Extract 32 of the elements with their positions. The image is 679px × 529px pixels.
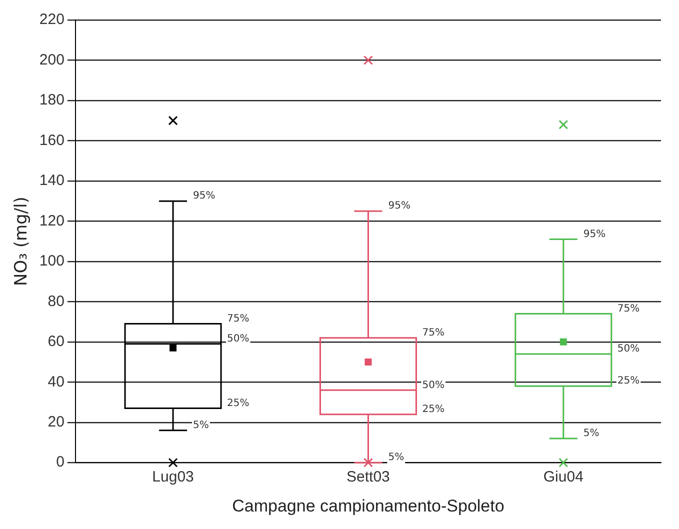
annotation: 75%: [227, 313, 250, 324]
x-tick-label: Lug03: [152, 468, 194, 486]
annotation: 75%: [422, 327, 444, 338]
annotation: 50%: [617, 344, 640, 355]
y-tick-label: 20: [48, 414, 64, 431]
x-tick-label: Giu04: [543, 468, 584, 486]
y-tick-label: 80: [48, 292, 64, 310]
y-tick-label: 120: [39, 212, 64, 230]
y-tick-label: 180: [39, 92, 64, 109]
y-axis-title: NO₃ (mg/l): [12, 196, 32, 286]
y-tick-label: 160: [39, 132, 64, 149]
annotation: 25%: [422, 404, 444, 415]
x-axis-title: Campagne campionamento-Spoleto: [232, 496, 504, 516]
y-tick-label: 40: [48, 373, 64, 390]
annotation: 50%: [227, 333, 250, 344]
annotation: 95%: [193, 190, 216, 202]
annotation: 25%: [617, 376, 640, 387]
y-tick-label: 100: [39, 252, 64, 270]
annotation: 95%: [388, 200, 410, 212]
annotation: 5%: [193, 420, 209, 432]
annotation: 5%: [388, 452, 404, 464]
x-tick-label: Sett03: [346, 468, 390, 486]
y-tick-label: 60: [48, 333, 64, 350]
y-tick-label: 200: [39, 51, 64, 68]
annotation: 95%: [583, 228, 606, 240]
y-tick-label: 140: [39, 172, 64, 190]
annotation: 25%: [227, 398, 250, 409]
y-tick-label: 220: [39, 11, 64, 28]
annotation: 75%: [617, 303, 640, 314]
annotation: 50%: [422, 380, 444, 391]
y-tick-label: 0: [56, 454, 64, 471]
annotation: 5%: [583, 428, 600, 440]
